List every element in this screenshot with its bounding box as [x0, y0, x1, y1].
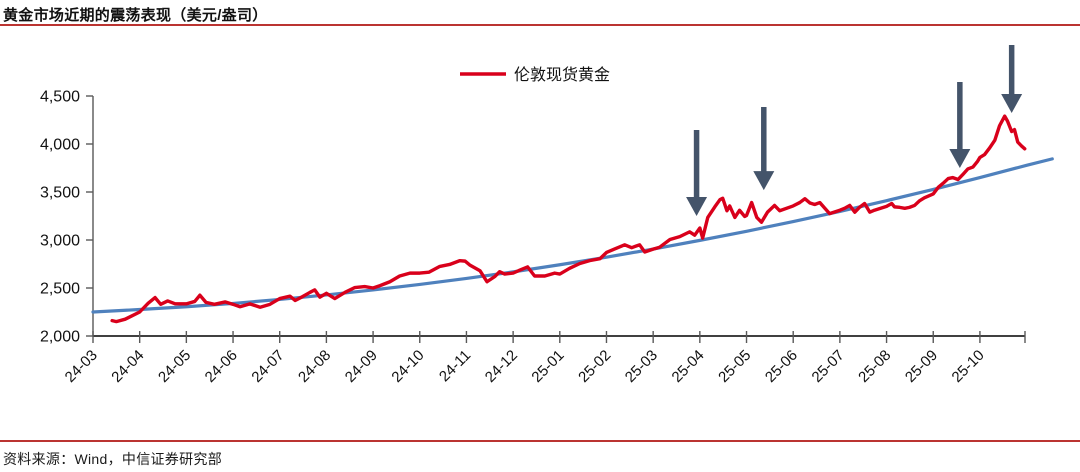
down-arrow-head — [753, 171, 775, 191]
x-tick-label: 25-01 — [528, 347, 567, 386]
x-tick-label: 24-06 — [202, 347, 241, 386]
x-tick-label: 24-10 — [388, 347, 427, 386]
x-tick-label: 25-09 — [902, 347, 941, 386]
x-tick-label: 24-05 — [155, 347, 194, 386]
title-underline-rule — [0, 24, 1080, 26]
y-tick-label: 2,000 — [40, 329, 80, 346]
legend-label: 伦敦现货黄金 — [514, 66, 610, 84]
trend-line — [91, 157, 1054, 314]
down-arrow-head — [1001, 93, 1023, 113]
x-tick-label: 24-12 — [482, 347, 521, 386]
x-tick-label: 24-09 — [342, 347, 381, 386]
gold-price-line-chart: 2,000 2,500 3,000 3,500 4,000 4,500 24-03 24-04… — [40, 45, 1054, 386]
x-tick-label: 25-05 — [715, 347, 754, 386]
source-note: 资料来源：Wind，中信证券研究部 — [3, 451, 222, 467]
x-tick-label: 24-04 — [108, 347, 147, 386]
x-tick-label: 25-02 — [575, 347, 614, 386]
x-tick-label: 24-08 — [295, 347, 334, 386]
x-tick-label: 25-04 — [669, 347, 708, 386]
figure-title: 黄金市场近期的震荡表现（美元/盎司） — [3, 7, 268, 24]
x-tick-label: 25-06 — [762, 347, 801, 386]
footer-rule — [0, 440, 1080, 442]
down-arrow-head — [949, 149, 971, 168]
y-tick-label: 2,500 — [40, 281, 80, 298]
x-tick-label: 25-03 — [622, 347, 661, 386]
x-tick-label: 25-08 — [855, 347, 894, 386]
y-tick-label: 4,500 — [40, 89, 80, 106]
x-tick-label: 24-03 — [62, 347, 101, 386]
price-line — [110, 114, 1027, 324]
x-tick-label: 24-07 — [248, 347, 287, 386]
down-arrow-head — [686, 197, 708, 216]
x-tick-label: 25-10 — [949, 347, 988, 386]
x-tick-label: 24-11 — [436, 347, 474, 385]
x-tick-label: 25-07 — [809, 347, 848, 386]
y-tick-label: 3,000 — [40, 233, 80, 250]
y-tick-label: 4,000 — [40, 137, 80, 154]
y-tick-label: 3,500 — [40, 185, 80, 202]
